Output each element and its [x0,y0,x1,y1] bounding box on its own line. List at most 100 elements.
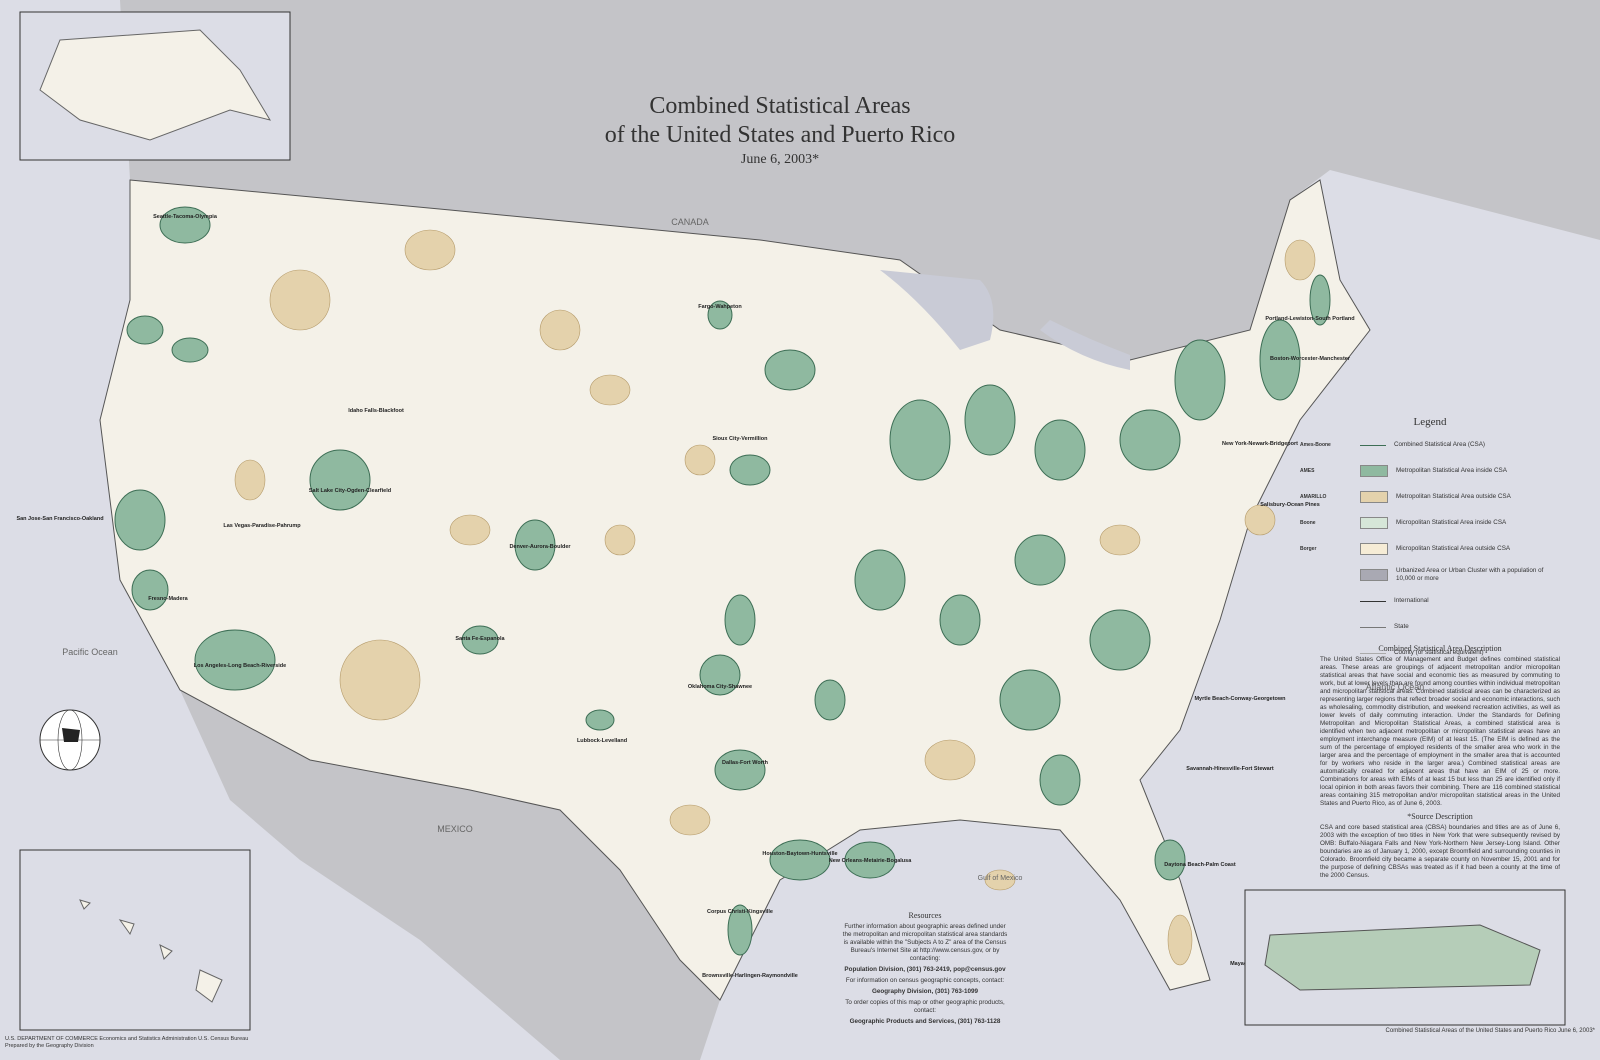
place-label: CANADA [671,217,709,227]
csa-label: Denver-Aurora-Boulder [509,544,571,550]
resource-line: Further information about geographic are… [842,923,1008,962]
legend-sample-text: Borger [1300,546,1317,552]
legend-item: Borger Micropolitan Statistical Area outs… [1300,536,1560,562]
title: Combined Statistical Areas of the United… [560,92,1000,170]
resources-title: Resources [908,911,942,920]
csa-label: Idaho Falls-Blackfoot [348,408,404,414]
csa-label: Corpus Christi-Kingsville [707,909,773,915]
csa-area [727,904,753,956]
csa-label: Savannah-Hinesville-Fort Stewart [1186,766,1274,772]
csa-label: San Jose-San Francisco-Oakland [16,516,103,522]
csa-area [1174,339,1226,421]
date: June 6, 2003* [740,152,820,167]
csa-area [159,206,211,244]
csa-area [1039,754,1081,806]
legend-label: County (or statistical equivalent) [1394,649,1484,656]
csa-area [854,549,906,611]
csa-area [1154,839,1186,881]
prepared: Prepared by the Geography Division [5,1043,94,1049]
csa-area [964,384,1016,456]
csa-area [729,454,771,486]
globe-us [62,728,80,742]
csa-label: Salt Lake City-Ogden-Clearfield [309,488,391,494]
place-label: MEXICO [437,824,473,834]
place-label: Pacific Ocean [62,647,118,657]
legend-label: Urbanized Area or Urban Cluster with a p… [1396,567,1544,582]
csa-label: Santa Fe-Espanola [455,636,505,642]
msa-outside-csa [404,229,456,271]
csa-label: Sioux City-Vermillion [712,436,768,442]
hawaii [79,899,223,1003]
csa-area [699,654,741,696]
legend-swatch [1360,600,1386,602]
legend-swatch [1360,491,1388,503]
csa-label: Fresno-Madera [148,596,188,602]
alaska [39,29,272,141]
msa-outside-csa [1244,504,1276,536]
csa-area [1309,274,1331,326]
legend-item: Urbanized Area or Urban Cluster with a p… [1300,562,1560,588]
csa-area [714,749,766,791]
legend-item: AMARILLO Metropolitan Statistical Area ou… [1300,484,1560,510]
legend-swatch [1360,569,1388,581]
msa-outside-csa [539,309,581,351]
legend-item: County (or statistical equivalent) [1300,640,1560,666]
legend-label: Micropolitan Statistical Area inside CSA [1396,519,1507,526]
csa-area [814,679,846,721]
csa-area [724,594,756,646]
legend-sample: Ames-Boone [1300,441,1360,449]
legend-item: International [1300,588,1560,614]
csa-area [769,839,831,881]
csa-label: New York-Newark-Bridgeport [1222,441,1298,447]
csa-label: Fargo-Wahpeton [698,304,742,310]
legend-sample: Boone [1300,519,1360,527]
source-title: *Source Description [1407,812,1473,821]
csa-label: Myrtle Beach-Conway-Georgetown [1194,696,1286,702]
footer: U.S. DEPARTMENT OF COMMERCE Economics an… [5,1036,405,1050]
csa-label: Las Vegas-Paradise-Pahrump [223,523,301,529]
description-text: The United States Office of Management a… [1320,656,1560,807]
legend-item: Ames-Boone Combined Statistical Area (CSA… [1300,432,1560,458]
legend-label: International [1394,597,1429,604]
msa-outside-csa [684,444,716,476]
legend-sample-text: AMES [1300,468,1315,474]
legend-swatch [1360,626,1386,628]
caption: Combined Statistical Areas of the United… [1385,1028,1595,1034]
great-lakes [1040,320,1130,370]
puerto-rico [1264,924,1541,991]
legend: Legend Ames-Boone Combined Statistical Ar… [1300,417,1560,666]
hawaii-inset [19,849,251,1031]
csa-area [939,594,981,646]
legend-label: Combined Statistical Area (CSA) [1394,441,1485,448]
csa-area [1259,319,1301,401]
msa-outside-csa [1284,239,1316,281]
legend-swatch [1360,652,1386,654]
legend-item: State [1300,614,1560,640]
csa-label: Oklahoma City-Shawnee [688,684,752,690]
csa-label: Houston-Baytown-Huntsville [762,851,837,857]
msa-outside-csa [924,739,976,781]
title-line: of the United States and Puerto Rico [604,122,956,148]
resource-line: Geography Division, (301) 763-1099 [871,988,979,995]
legend-label: Micropolitan Statistical Area outside CS… [1396,545,1511,552]
resource-line: Geographic Products and Services, (301) … [849,1018,1001,1025]
csa-area [194,629,276,691]
csa-label: Los Angeles-Long Beach-Riverside [194,663,286,669]
csa-area [585,709,615,731]
statistical-areas [114,206,1331,966]
csa-label: Lubbock-Levelland [577,738,627,744]
csa-label: Dallas-Fort Worth [722,760,769,766]
legend-item: Boone Micropolitan Statistical Area insid… [1300,510,1560,536]
mexico [180,690,720,1060]
msa-outside-csa [604,524,636,556]
csa-area [131,569,169,611]
csa-area [461,625,499,655]
csa-area [309,449,371,511]
msa-outside-csa [984,869,1016,891]
resource-line: Population Division, (301) 763-2419, pop… [844,966,1006,973]
legend-label: Metropolitan Statistical Area outside CS… [1396,493,1511,500]
place-label: Gulf of Mexico [978,875,1023,882]
legend-sample: Borger [1300,545,1360,553]
csa-label: Seattle-Tacoma-Olympia [153,214,218,220]
